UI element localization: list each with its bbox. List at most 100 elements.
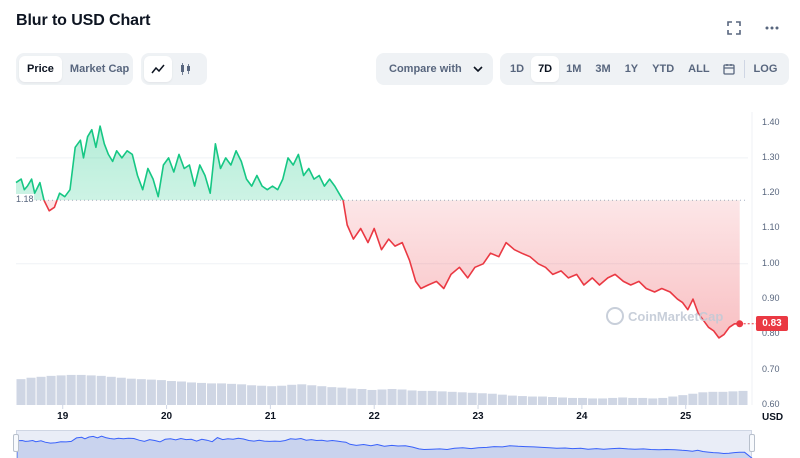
volume-bar — [247, 385, 257, 405]
volume-bar — [407, 390, 417, 405]
volume-bar — [457, 392, 467, 405]
volume-bar — [598, 398, 608, 405]
volume-bar — [578, 397, 588, 405]
volume-bar — [467, 392, 477, 405]
range-1y-button[interactable]: 1Y — [624, 63, 639, 75]
log-scale-button[interactable]: LOG — [753, 63, 778, 75]
volume-bar — [106, 376, 116, 405]
range-1d-button[interactable]: 1D — [510, 63, 525, 75]
y-tick-label: 1.10 — [762, 222, 780, 233]
volume-bar — [628, 397, 638, 405]
coinmarketcap-logo-icon — [606, 307, 624, 325]
x-tick-label: 23 — [472, 411, 484, 422]
volume-bar — [317, 386, 327, 405]
volume-bar — [447, 391, 457, 405]
volume-bar — [557, 397, 568, 405]
volume-bar — [26, 377, 36, 405]
time-range-toggle: 1D 7D 1M 3M 1Y YTD ALL LOG — [500, 53, 789, 85]
compare-with-dropdown[interactable]: Compare with — [376, 53, 493, 85]
range-navigator[interactable] — [16, 430, 753, 458]
volume-bar — [487, 393, 497, 405]
volume-bar — [46, 375, 56, 405]
range-ytd-button[interactable]: YTD — [652, 63, 675, 75]
volume-bar — [76, 374, 86, 405]
price-line-down — [43, 200, 740, 339]
reference-price-label: 1.18 — [16, 194, 34, 205]
volume-bar — [136, 379, 146, 405]
calendar-icon[interactable] — [717, 56, 741, 82]
volume-bar — [708, 391, 718, 405]
volume-bar — [537, 396, 547, 405]
volume-bar — [257, 385, 267, 405]
volume-bar — [166, 381, 176, 405]
volume-bar — [427, 390, 437, 405]
y-tick-label: 1.30 — [762, 151, 780, 162]
volume-bar — [698, 392, 708, 405]
volume-bar — [176, 381, 186, 405]
range-3m-button[interactable]: 3M — [595, 63, 611, 75]
volume-bar — [618, 397, 628, 405]
range-1m-button[interactable]: 1M — [566, 63, 582, 75]
fullscreen-icon[interactable] — [724, 18, 744, 38]
range-all-button[interactable]: ALL — [688, 63, 710, 75]
x-tick-label: 25 — [680, 411, 692, 422]
volume-bar — [417, 390, 427, 405]
volume-bar — [36, 376, 46, 405]
price-tab[interactable]: Price — [19, 56, 62, 82]
y-tick-label: 1.40 — [762, 116, 780, 127]
compare-with-label: Compare with — [389, 63, 462, 75]
volume-bar — [688, 393, 698, 405]
volume-bar — [277, 385, 287, 405]
volume-bar — [86, 375, 96, 405]
volume-bar — [377, 389, 387, 405]
more-horizontal-icon[interactable] — [762, 18, 782, 38]
volume-bar — [16, 379, 26, 405]
volume-bar — [658, 397, 668, 405]
currency-label: USD — [762, 412, 784, 423]
navigator-left-handle[interactable] — [13, 434, 19, 452]
volume-bar — [337, 387, 347, 405]
volume-bar — [146, 379, 156, 405]
chart-style-toggle — [141, 53, 207, 85]
line-chart-icon[interactable] — [144, 56, 172, 82]
volume-bar — [186, 382, 196, 405]
volume-bar — [237, 384, 247, 405]
market-cap-tab[interactable]: Market Cap — [69, 63, 130, 75]
watermark-text: CoinMarketCap — [628, 308, 724, 324]
volume-bar — [357, 389, 367, 405]
y-tick-label: 1.20 — [762, 187, 780, 198]
current-price-badge: 0.83 — [756, 316, 788, 332]
volume-bar — [678, 395, 688, 405]
volume-bar — [297, 384, 307, 405]
volume-bar — [156, 380, 166, 405]
y-tick-label: 0.80 — [762, 328, 780, 339]
volume-bar — [437, 391, 447, 405]
volume-bar — [718, 391, 728, 405]
volume-bar — [227, 383, 237, 405]
volume-bar — [728, 391, 738, 405]
watermark: CoinMarketCap — [606, 307, 723, 325]
y-tick-label: 0.60 — [762, 399, 780, 409]
range-7d-button[interactable]: 7D — [531, 56, 560, 82]
volume-bar — [387, 389, 397, 405]
current-price-dot — [736, 320, 744, 328]
candlestick-icon[interactable] — [172, 56, 200, 82]
price-line-up — [15, 125, 344, 201]
volume-bar — [207, 383, 217, 405]
y-tick-label: 0.70 — [762, 363, 780, 374]
x-tick-label: 20 — [160, 411, 173, 422]
navigator-right-handle[interactable] — [749, 434, 755, 452]
volume-bar — [56, 375, 66, 405]
x-tick-label: 24 — [576, 411, 588, 422]
volume-bar — [367, 389, 377, 405]
volume-bar — [638, 397, 648, 405]
volume-bar — [327, 387, 337, 405]
y-tick-label: 0.90 — [762, 293, 780, 304]
volume-bar — [738, 390, 748, 405]
volume-bar — [347, 388, 357, 405]
price-area-down — [43, 200, 740, 338]
volume-bar — [507, 395, 517, 405]
x-tick-label: 22 — [368, 411, 380, 422]
volume-bar — [568, 397, 578, 405]
volume-bar — [517, 396, 527, 405]
